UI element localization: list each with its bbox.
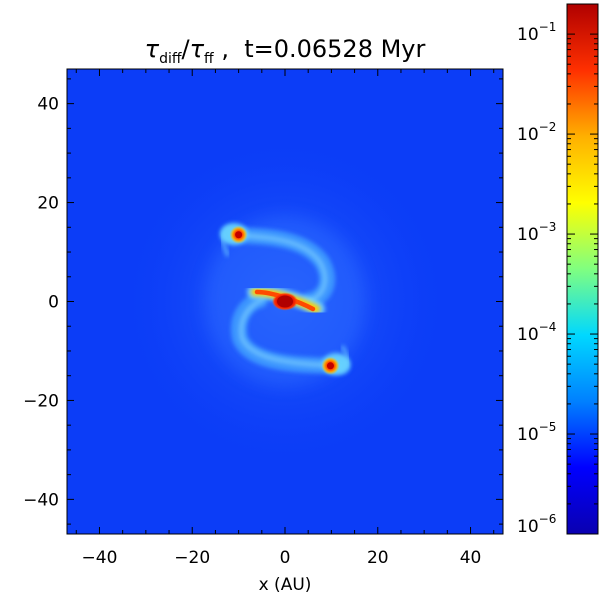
y-tick-label: 0 bbox=[48, 293, 59, 313]
clump-center bbox=[326, 362, 334, 370]
y-tick-label: 20 bbox=[37, 194, 59, 214]
x-tick-label: 40 bbox=[460, 548, 482, 568]
chart-title: τdiff/τff , t=0.06528 Myr bbox=[145, 35, 426, 67]
x-tick-label: 20 bbox=[367, 548, 389, 568]
spiral-arm-lower-core bbox=[238, 297, 343, 369]
spiral-arm-upper-core bbox=[229, 231, 328, 303]
title-sub-diff: diff bbox=[159, 51, 182, 67]
clump-center bbox=[235, 231, 243, 239]
y-tick-label: 40 bbox=[37, 95, 59, 115]
y-tick-label: −40 bbox=[23, 490, 59, 510]
x-tick-label: −20 bbox=[174, 548, 210, 568]
title-sub-ff: ff bbox=[204, 51, 214, 67]
spiral-arms bbox=[220, 226, 350, 374]
colorbar-ticks: 10−1 10−2 10−3 10−4 10−5 10−6 bbox=[517, 3, 598, 537]
y-axis: −40 −20 0 20 40 bbox=[23, 78, 503, 525]
colorbar-fill bbox=[567, 4, 598, 534]
colorbar-tick-label: 10−3 bbox=[517, 220, 556, 245]
central-core-center bbox=[277, 295, 293, 308]
x-tick-label: −40 bbox=[82, 548, 118, 568]
title-tau-diff: τ bbox=[145, 35, 160, 63]
title-slash: / bbox=[181, 35, 190, 63]
x-axis: −40 −20 0 20 40 bbox=[75, 69, 495, 568]
x-axis-label: x (AU) bbox=[259, 575, 312, 595]
y-tick-label: −20 bbox=[23, 391, 59, 411]
colorbar-tick-label: 10−6 bbox=[517, 512, 556, 537]
colorbar-frame bbox=[566, 3, 599, 535]
features-layer bbox=[229, 225, 340, 375]
x-tick-label: 0 bbox=[280, 548, 291, 568]
title-suffix: , t=0.06528 Myr bbox=[214, 35, 426, 63]
colorbar: 10−1 10−2 10−3 10−4 10−5 10−6 bbox=[517, 3, 599, 537]
colorbar-tick-label: 10−4 bbox=[517, 320, 556, 345]
colorbar-tick-label: 10−1 bbox=[517, 20, 556, 45]
title-tau-ff: τ bbox=[190, 35, 205, 63]
colorbar-tick-label: 10−5 bbox=[517, 420, 556, 445]
colorbar-tick-label: 10−2 bbox=[517, 120, 556, 145]
plot-area bbox=[67, 69, 503, 534]
